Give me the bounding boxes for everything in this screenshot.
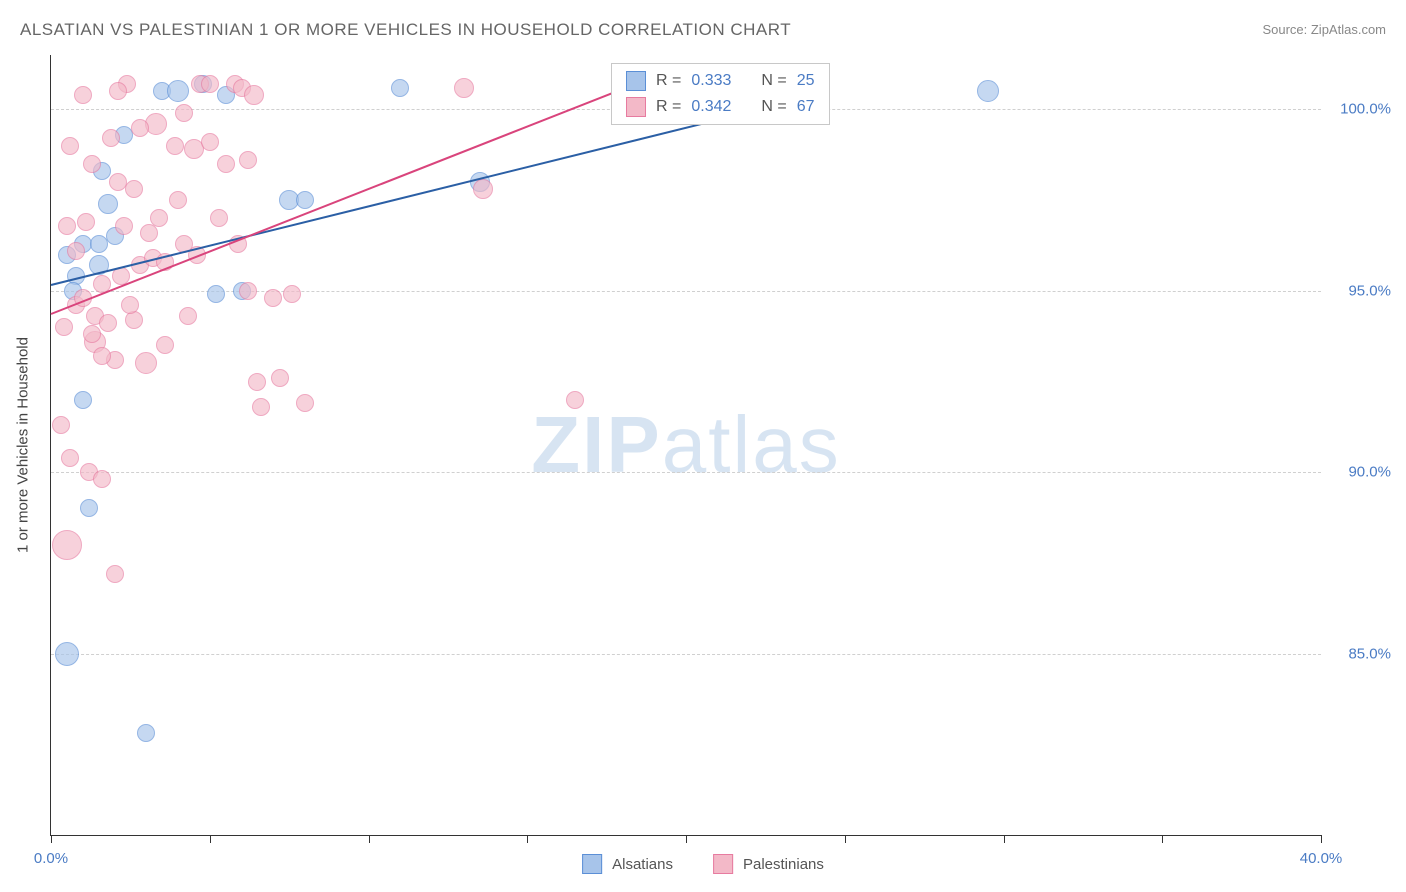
scatter-point — [166, 137, 184, 155]
scatter-point — [175, 104, 193, 122]
scatter-point — [52, 530, 82, 560]
scatter-point — [61, 449, 79, 467]
y-tick-label: 90.0% — [1348, 464, 1391, 481]
legend-series-label: Alsatians — [612, 856, 673, 873]
scatter-point — [150, 209, 168, 227]
grid-line — [51, 472, 1321, 473]
scatter-point — [121, 296, 139, 314]
x-tick-label: 40.0% — [1300, 850, 1343, 867]
legend-r-label: R = — [656, 98, 681, 116]
scatter-point — [179, 307, 197, 325]
scatter-point — [77, 213, 95, 231]
scatter-point — [566, 391, 584, 409]
scatter-point — [55, 318, 73, 336]
chart-title: ALSATIAN VS PALESTINIAN 1 OR MORE VEHICL… — [20, 20, 791, 40]
y-tick-label: 95.0% — [1348, 282, 1391, 299]
scatter-point — [252, 398, 270, 416]
scatter-point — [454, 78, 474, 98]
scatter-point — [135, 352, 157, 374]
scatter-point — [58, 217, 76, 235]
scatter-point — [99, 314, 117, 332]
legend-r-label: R = — [656, 72, 681, 90]
scatter-point — [74, 86, 92, 104]
scatter-point — [115, 217, 133, 235]
scatter-point — [296, 394, 314, 412]
scatter-point — [207, 285, 225, 303]
source-label: Source: ZipAtlas.com — [1262, 22, 1386, 37]
chart-container: ALSATIAN VS PALESTINIAN 1 OR MORE VEHICL… — [0, 0, 1406, 892]
y-tick-label: 85.0% — [1348, 645, 1391, 662]
scatter-point — [55, 642, 79, 666]
scatter-point — [109, 82, 127, 100]
scatter-point — [98, 194, 118, 214]
x-tick — [527, 835, 528, 843]
scatter-point — [169, 191, 187, 209]
scatter-point — [74, 391, 92, 409]
watermark: ZIPatlas — [531, 399, 840, 491]
legend-row: R = 0.342 N = 67 — [612, 94, 829, 120]
x-tick — [210, 835, 211, 843]
watermark-atlas: atlas — [662, 400, 841, 489]
scatter-point — [167, 80, 189, 102]
scatter-point — [201, 133, 219, 151]
scatter-point — [210, 209, 228, 227]
y-tick-label: 100.0% — [1340, 101, 1391, 118]
scatter-point — [137, 724, 155, 742]
legend-n-value: 67 — [797, 98, 815, 116]
scatter-point — [248, 373, 266, 391]
scatter-point — [264, 289, 282, 307]
scatter-point — [977, 80, 999, 102]
y-axis-title: 1 or more Vehicles in Household — [15, 337, 32, 553]
scatter-point — [271, 369, 289, 387]
scatter-point — [391, 79, 409, 97]
scatter-point — [102, 129, 120, 147]
watermark-zip: ZIP — [531, 400, 661, 489]
plot-area: 1 or more Vehicles in Household ZIPatlas… — [50, 55, 1321, 836]
legend-r-value: 0.342 — [691, 98, 731, 116]
legend-r-value: 0.333 — [691, 72, 731, 90]
x-tick — [1321, 835, 1322, 843]
bottom-legend: Alsatians Palestinians — [582, 854, 824, 874]
scatter-point — [80, 499, 98, 517]
x-tick — [1162, 835, 1163, 843]
legend-swatch — [626, 97, 646, 117]
x-tick — [686, 835, 687, 843]
bottom-legend-item: Palestinians — [713, 854, 824, 874]
scatter-point — [106, 565, 124, 583]
scatter-point — [61, 137, 79, 155]
scatter-point — [131, 119, 149, 137]
legend-n-label: N = — [761, 98, 786, 116]
legend-n-label: N = — [761, 72, 786, 90]
legend-swatch — [713, 854, 733, 874]
scatter-point — [201, 75, 219, 93]
scatter-point — [283, 285, 301, 303]
legend-swatch — [626, 71, 646, 91]
scatter-point — [83, 325, 101, 343]
scatter-point — [52, 416, 70, 434]
x-tick — [1004, 835, 1005, 843]
scatter-point — [296, 191, 314, 209]
bottom-legend-item: Alsatians — [582, 854, 673, 874]
scatter-point — [217, 155, 235, 173]
scatter-point — [93, 470, 111, 488]
scatter-point — [125, 180, 143, 198]
scatter-point — [239, 151, 257, 169]
grid-line — [51, 654, 1321, 655]
legend-n-value: 25 — [797, 72, 815, 90]
scatter-point — [473, 179, 493, 199]
scatter-point — [83, 155, 101, 173]
x-tick — [51, 835, 52, 843]
scatter-point — [239, 282, 257, 300]
x-tick-label: 0.0% — [34, 850, 68, 867]
correlation-legend: R = 0.333 N = 25 R = 0.342 N = 67 — [611, 63, 830, 125]
x-tick — [369, 835, 370, 843]
legend-swatch — [582, 854, 602, 874]
scatter-point — [156, 336, 174, 354]
legend-series-label: Palestinians — [743, 856, 824, 873]
legend-row: R = 0.333 N = 25 — [612, 68, 829, 94]
x-tick — [845, 835, 846, 843]
scatter-point — [93, 347, 111, 365]
scatter-point — [67, 242, 85, 260]
scatter-point — [244, 85, 264, 105]
